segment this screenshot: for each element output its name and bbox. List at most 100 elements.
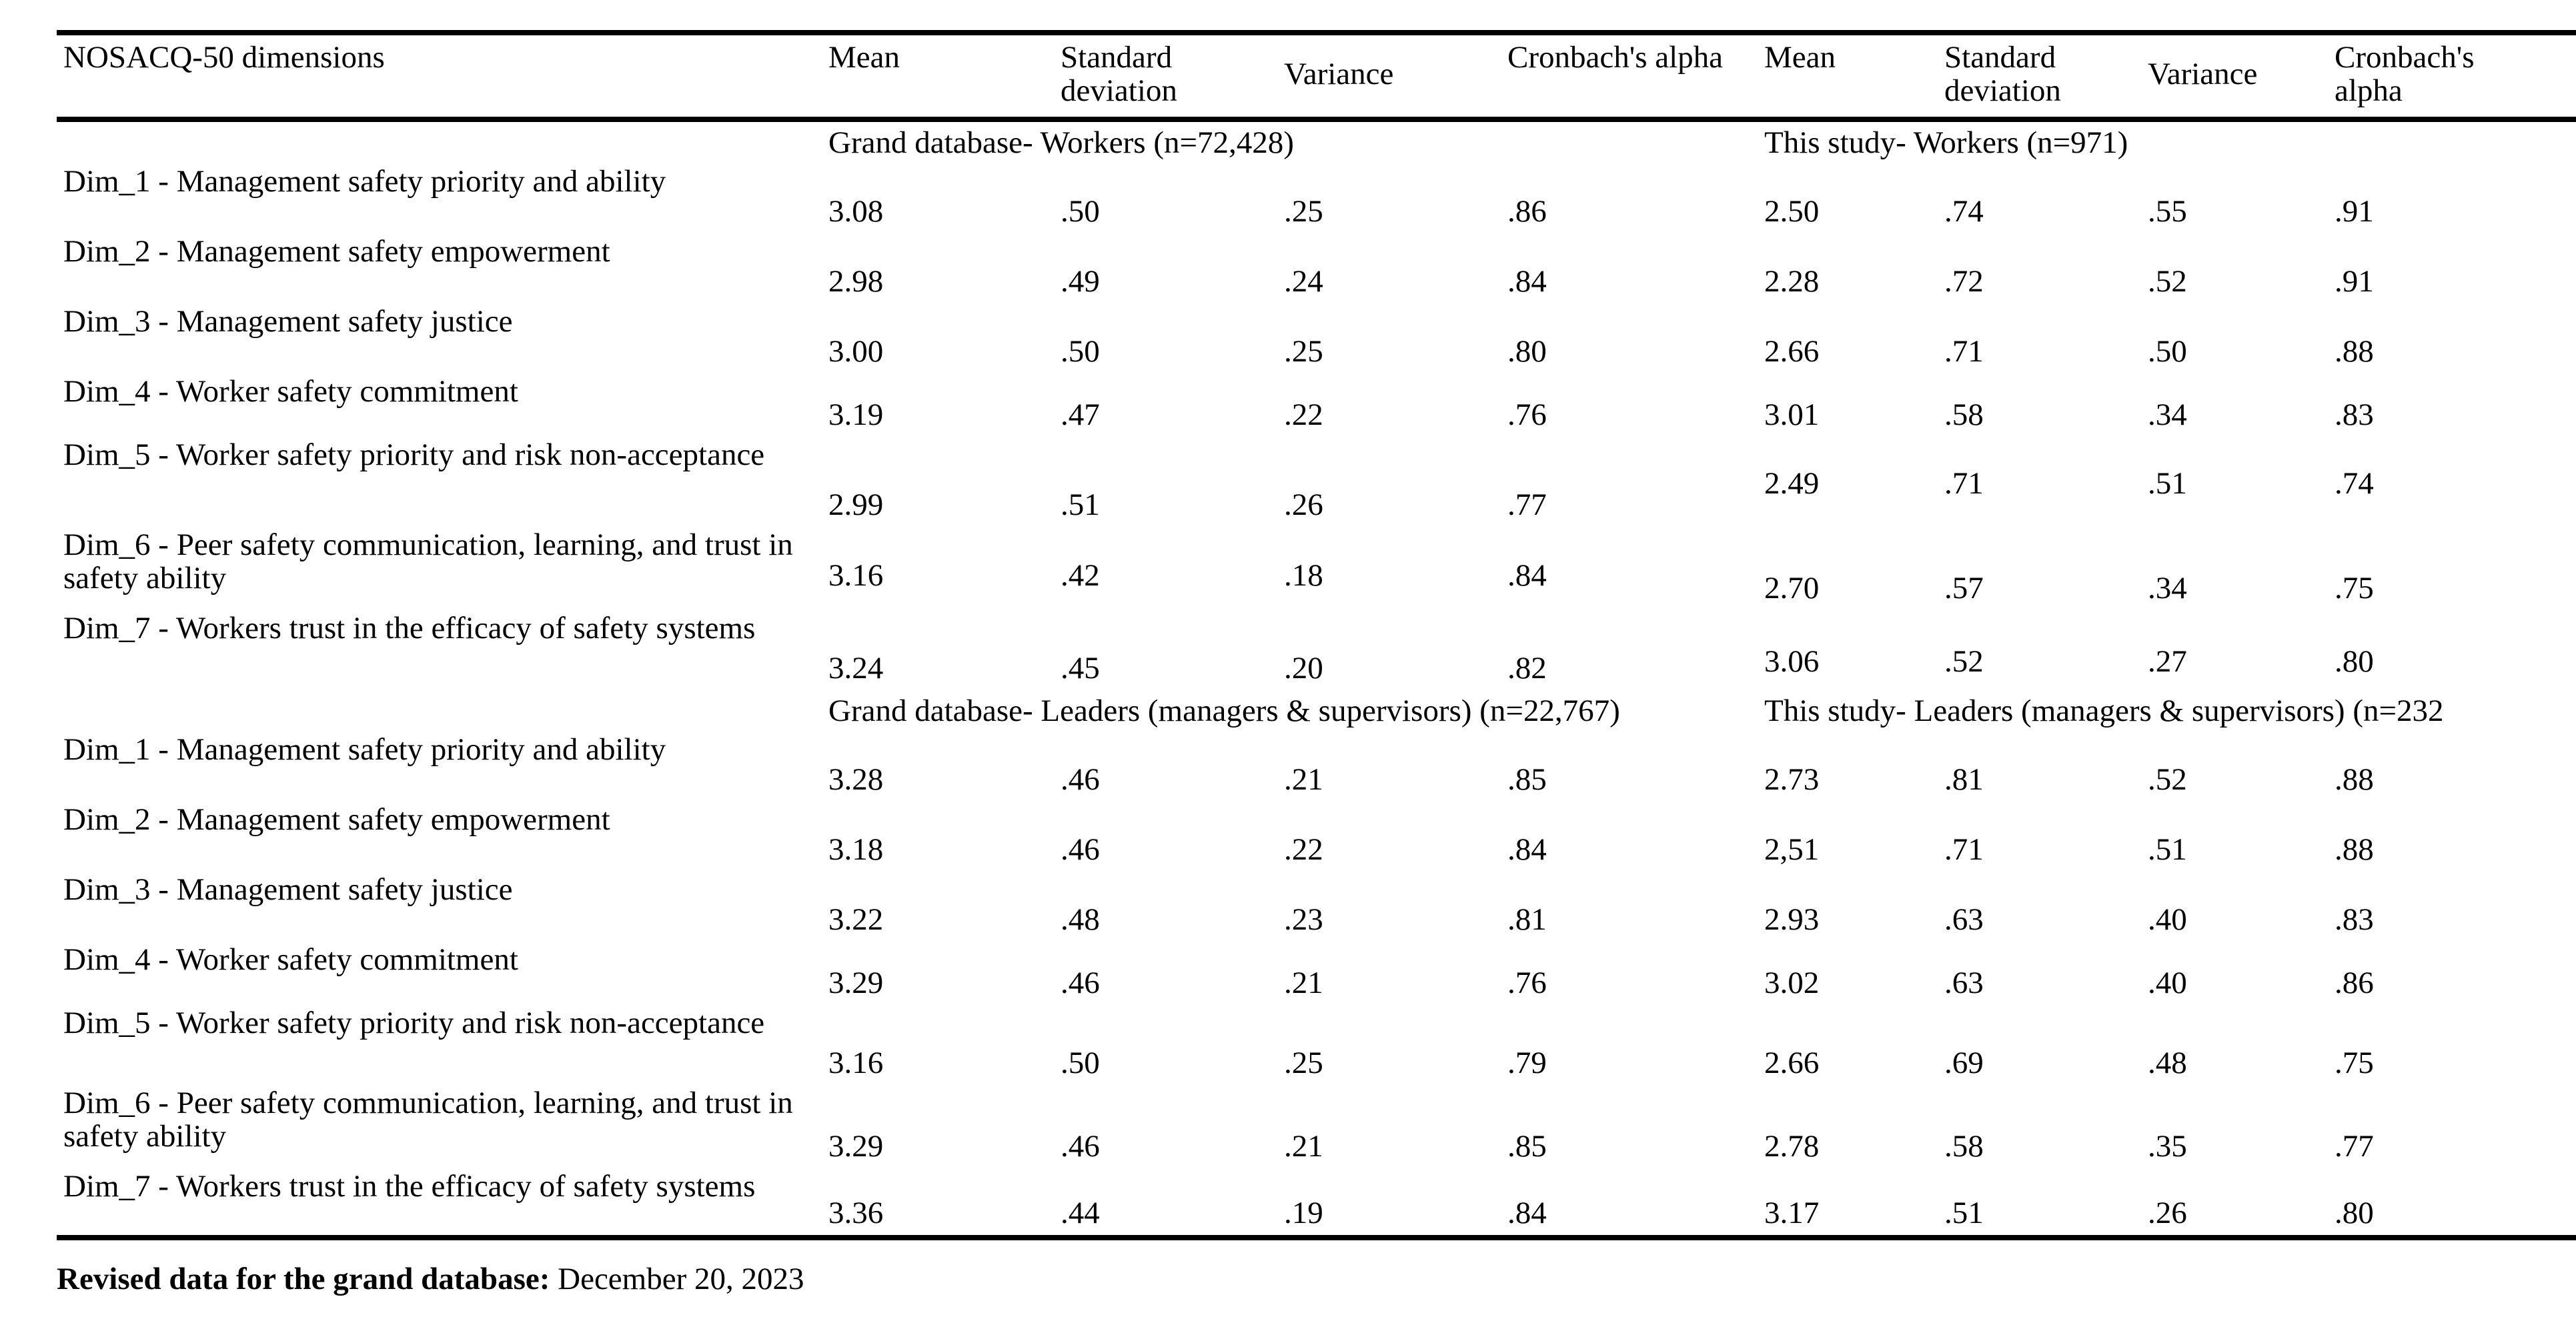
study-variance-value: .55: [2148, 194, 2187, 229]
table-row: Dim_7 - Workers trust in the efficacy of…: [57, 610, 2576, 690]
grand-mean-value: 3.36: [828, 1196, 884, 1230]
dimension-label: Dim_3 - Management safety justice: [63, 304, 513, 339]
study-mean-value: 2.93: [1764, 902, 1820, 937]
table-row: Dim_3 - Management safety justice 3.22 .…: [57, 872, 2576, 942]
column-header-grand-variance: Variance: [1284, 57, 1394, 91]
workers-section: Grand database- Workers (n=72,428) This …: [57, 122, 2576, 690]
grand-mean-value: 3.19: [828, 397, 884, 432]
table-row: Dim_1 - Management safety priority and a…: [57, 163, 2576, 233]
table-header-row: NOSACQ-50 dimensions Mean Standard devia…: [57, 35, 2576, 117]
grand-alpha-value: .82: [1507, 651, 1547, 686]
dimension-label: Dim_4 - Worker safety commitment: [63, 942, 518, 977]
grand-alpha-value: .80: [1507, 334, 1547, 369]
study-variance-value: .48: [2148, 1046, 2187, 1080]
study-alpha-value: .77: [2335, 1129, 2374, 1164]
grand-sd-value: .49: [1061, 264, 1100, 299]
grand-alpha-value: .76: [1507, 397, 1547, 432]
study-sd-value: .71: [1944, 832, 1984, 867]
grand-alpha-value: .84: [1507, 1196, 1547, 1230]
study-variance-value: .40: [2148, 902, 2187, 937]
study-mean-value: 2.66: [1764, 334, 1820, 369]
column-header-grand-alpha: Cronbach's alpha: [1507, 40, 1724, 75]
grand-mean-value: 2.98: [828, 264, 884, 299]
study-variance-value: .26: [2148, 1196, 2187, 1230]
study-sd-value: .71: [1944, 334, 1984, 369]
grand-sd-value: .51: [1061, 487, 1100, 522]
grand-sd-value: .44: [1061, 1196, 1100, 1230]
study-mean-value: 2.70: [1764, 571, 1820, 605]
study-sd-value: .58: [1944, 397, 1984, 432]
grand-mean-value: 3.24: [828, 651, 884, 686]
grand-alpha-value: .85: [1507, 762, 1547, 797]
grand-variance-value: .22: [1284, 832, 1323, 867]
study-sd-value: .52: [1944, 644, 1984, 679]
study-sd-value: .63: [1944, 966, 1984, 1000]
section-heading-leaders-study: This study- Leaders (managers & supervis…: [1764, 694, 2444, 728]
grand-variance-value: .22: [1284, 397, 1323, 432]
study-alpha-value: .80: [2335, 644, 2374, 679]
study-variance-value: .40: [2148, 966, 2187, 1000]
study-alpha-value: .88: [2335, 334, 2374, 369]
grand-alpha-value: .86: [1507, 194, 1547, 229]
grand-variance-value: .25: [1284, 1046, 1323, 1080]
grand-variance-value: .26: [1284, 487, 1323, 522]
grand-variance-value: .18: [1284, 558, 1323, 593]
grand-variance-value: .25: [1284, 194, 1323, 229]
grand-sd-value: .47: [1061, 397, 1100, 432]
column-header-study-alpha: Cronbach's alpha: [2335, 40, 2475, 108]
grand-mean-value: 3.16: [828, 1046, 884, 1080]
study-variance-value: .50: [2148, 334, 2187, 369]
table-row: Dim_3 - Management safety justice 3.00 .…: [57, 303, 2576, 373]
dimension-label: Dim_6 - Peer safety communication, learn…: [63, 527, 793, 595]
study-mean-value: 3.01: [1764, 397, 1820, 432]
study-variance-value: .35: [2148, 1129, 2187, 1164]
grand-sd-value: .48: [1061, 902, 1100, 937]
grand-sd-value: .50: [1061, 334, 1100, 369]
column-header-study-mean: Mean: [1764, 40, 1836, 75]
grand-mean-value: 3.08: [828, 194, 884, 229]
table-row: Dim_5 - Worker safety priority and risk …: [57, 1005, 2576, 1085]
grand-variance-value: .21: [1284, 1129, 1323, 1164]
study-sd-value: .81: [1944, 762, 1984, 797]
grand-sd-value: .46: [1061, 1129, 1100, 1164]
grand-variance-value: .20: [1284, 651, 1323, 686]
study-sd-value: .74: [1944, 194, 1984, 229]
study-alpha-value: .91: [2335, 194, 2374, 229]
grand-alpha-value: .84: [1507, 832, 1547, 867]
study-variance-value: .51: [2148, 832, 2187, 867]
grand-alpha-value: .76: [1507, 966, 1547, 1000]
study-sd-value: .57: [1944, 571, 1984, 605]
grand-sd-value: .42: [1061, 558, 1100, 593]
study-variance-value: .34: [2148, 571, 2187, 605]
study-variance-value: .52: [2148, 264, 2187, 299]
column-header-grand-sd: Standard deviation: [1061, 40, 1177, 108]
grand-alpha-value: .84: [1507, 264, 1547, 299]
grand-sd-value: .45: [1061, 651, 1100, 686]
study-variance-value: .34: [2148, 397, 2187, 432]
study-sd-value: .71: [1944, 466, 1984, 501]
grand-mean-value: 2.99: [828, 487, 884, 522]
dimension-label: Dim_1 - Management safety priority and a…: [63, 164, 666, 199]
section-heading-workers-grand: Grand database- Workers (n=72,428): [828, 125, 1294, 160]
study-mean-value: 2.50: [1764, 194, 1820, 229]
grand-alpha-value: .85: [1507, 1129, 1547, 1164]
study-mean-value: 3.02: [1764, 966, 1820, 1000]
grand-mean-value: 3.28: [828, 762, 884, 797]
grand-alpha-value: .81: [1507, 902, 1547, 937]
study-variance-value: .51: [2148, 466, 2187, 501]
grand-variance-value: .24: [1284, 264, 1323, 299]
study-mean-value: 2.28: [1764, 264, 1820, 299]
footnote-bold-text: Revised data for the grand database:: [57, 1262, 550, 1296]
study-mean-value: 2.73: [1764, 762, 1820, 797]
table-row: Dim_7 - Workers trust in the efficacy of…: [57, 1168, 2576, 1235]
study-mean-value: 2,51: [1764, 832, 1820, 867]
study-alpha-value: .74: [2335, 466, 2374, 501]
study-mean-value: 3.06: [1764, 644, 1820, 679]
leaders-section: Grand database- Leaders (managers & supe…: [57, 690, 2576, 1235]
column-header-dimensions: NOSACQ-50 dimensions: [63, 40, 385, 75]
table-row: Dim_4 - Worker safety commitment 3.29 .4…: [57, 942, 2576, 1005]
study-alpha-value: .88: [2335, 832, 2374, 867]
grand-alpha-value: .77: [1507, 487, 1547, 522]
column-header-study-variance: Variance: [2148, 57, 2258, 91]
